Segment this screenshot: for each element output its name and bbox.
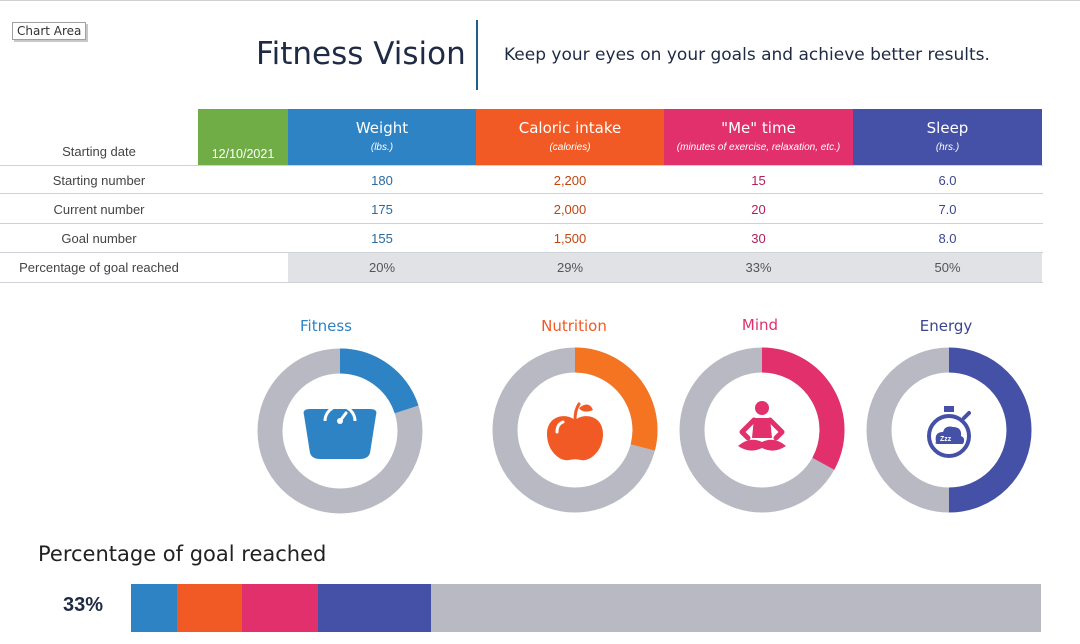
- donut-progress-arc: [339, 348, 419, 414]
- column-name: Sleep: [926, 119, 969, 137]
- row-label: Starting number: [52, 173, 146, 188]
- goal-bar-heading: Percentage of goal reached: [38, 542, 327, 566]
- table-cell[interactable]: 15: [751, 173, 766, 188]
- table-cell[interactable]: 2,000: [553, 202, 587, 217]
- page-title: Fitness Vision: [256, 36, 466, 72]
- column-header-me-time: "Me" time (minutes of exercise, relaxati…: [664, 109, 853, 165]
- row-label: Percentage of goal reached: [19, 260, 179, 275]
- column-header-caloric-intake: Caloric intake (calories): [476, 109, 664, 165]
- donut-chart-nutrition[interactable]: [491, 346, 659, 514]
- donut-progress-arc: [948, 347, 1032, 513]
- goal-bar-value: 33%: [63, 594, 104, 616]
- goals-table: Starting date 12/10/2021 Weight (lbs.) C…: [0, 109, 1043, 284]
- goal-bar-segment-energy: [317, 584, 432, 632]
- column-unit: (hrs.): [935, 142, 960, 153]
- donut-title-energy: Energy: [919, 317, 973, 335]
- column-name: Weight: [355, 119, 409, 137]
- column-header-sleep: Sleep (hrs.): [853, 109, 1042, 165]
- table-row-current: Current number 175 2,000 20 7.0: [0, 195, 1043, 224]
- meditation-icon: [738, 401, 786, 451]
- top-border: [0, 0, 1080, 1]
- row-label: Goal number: [61, 231, 137, 246]
- starting-date-label: Starting date: [62, 144, 136, 159]
- donut-chart-energy[interactable]: Zzz: [865, 346, 1033, 514]
- table-row-goal: Goal number 155 1,500 30 8.0: [0, 224, 1043, 253]
- table-cell[interactable]: 7.0: [938, 202, 957, 217]
- chart-area-tooltip: Chart Area: [12, 22, 87, 40]
- column-name: Caloric intake: [518, 119, 622, 137]
- scale-icon: [303, 404, 377, 459]
- table-cell[interactable]: 175: [371, 202, 393, 217]
- donut-title-mind: Mind: [741, 316, 779, 334]
- title-divider: [476, 20, 478, 90]
- table-cell: 50%: [934, 260, 961, 275]
- column-name: "Me" time: [721, 119, 796, 137]
- goal-bar-segment-fitness: [131, 584, 177, 632]
- goal-progress-bar[interactable]: [131, 584, 1041, 632]
- donut-chart-mind[interactable]: [678, 346, 846, 514]
- table-cell[interactable]: 2,200: [553, 173, 587, 188]
- donut-progress-arc: [574, 347, 658, 451]
- table-cell[interactable]: 180: [371, 173, 393, 188]
- stopwatch-sleep-icon: Zzz: [927, 406, 971, 458]
- goal-bar-segment-mind: [242, 584, 318, 632]
- goal-bar-segment-nutrition: [176, 584, 243, 632]
- table-cell[interactable]: 155: [371, 231, 393, 246]
- starting-date-cell[interactable]: 12/10/2021: [198, 109, 288, 165]
- row-label: Current number: [53, 202, 145, 217]
- apple-icon: [547, 402, 603, 461]
- column-unit: (calories): [549, 142, 591, 153]
- table-cell[interactable]: 8.0: [938, 231, 957, 246]
- donut-chart-fitness[interactable]: [256, 347, 424, 515]
- table-cell[interactable]: 30: [751, 231, 766, 246]
- table-cell[interactable]: 6.0: [938, 173, 957, 188]
- donut-title-fitness: Fitness: [300, 317, 352, 335]
- table-row-starting: Starting number 180 2,200 15 6.0: [0, 165, 1043, 194]
- page-subtitle: Keep your eyes on your goals and achieve…: [504, 45, 990, 65]
- percentage-row-shading: [288, 253, 1042, 282]
- column-unit: (lbs.): [370, 142, 394, 153]
- table-cell: 29%: [556, 260, 584, 275]
- svg-text:Zzz: Zzz: [940, 436, 952, 443]
- table-cell: 20%: [368, 260, 396, 275]
- column-unit: (minutes of exercise, relaxation, etc.): [676, 142, 841, 153]
- column-header-weight: Weight (lbs.): [288, 109, 476, 165]
- donut-progress-arc: [761, 347, 845, 470]
- table-row-percentage: Percentage of goal reached 20% 29% 33% 5…: [0, 253, 1043, 283]
- table-cell[interactable]: 20: [751, 202, 766, 217]
- table-cell: 33%: [745, 260, 772, 275]
- donut-title-nutrition: Nutrition: [541, 317, 607, 335]
- table-cell[interactable]: 1,500: [553, 231, 587, 246]
